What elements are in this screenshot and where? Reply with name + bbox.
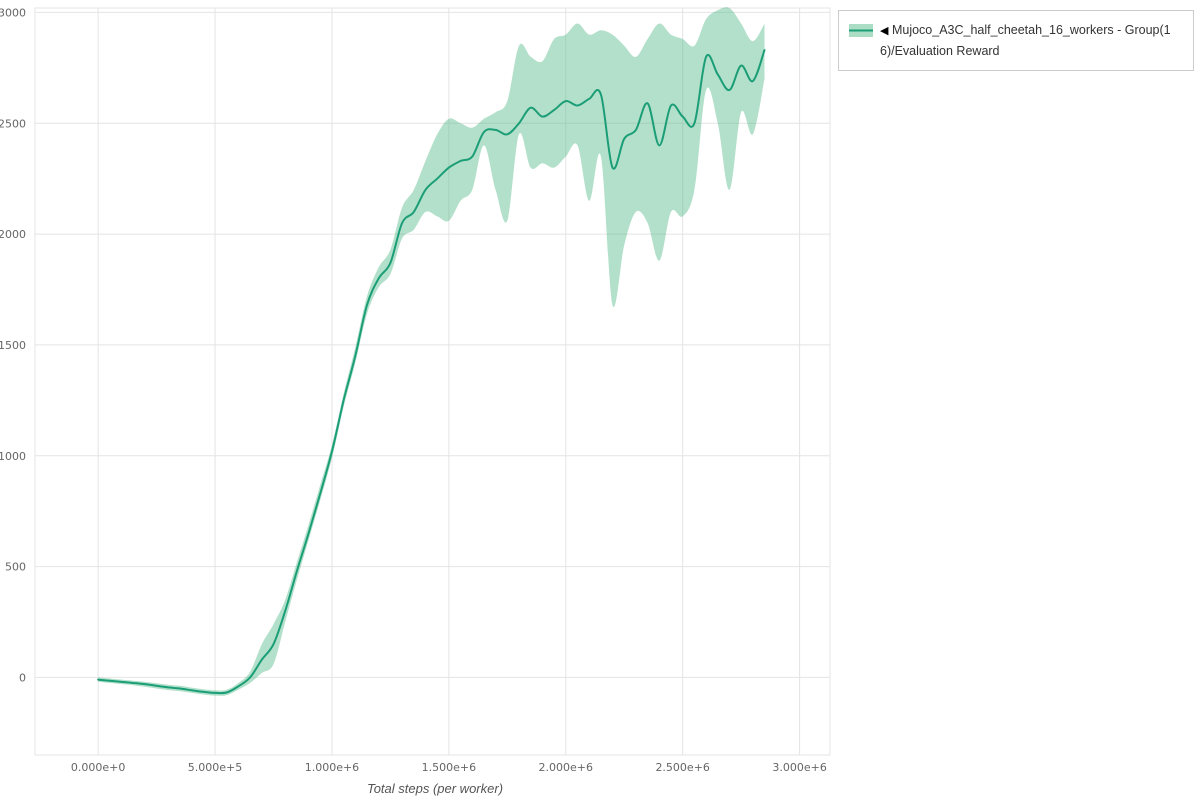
y-tick-label: 2500 (0, 117, 26, 130)
legend-swatch-icon (849, 24, 873, 37)
mean-line (97, 49, 766, 695)
plot-svg: 0.000e+0 5.000e+5 1.000e+6 1.500e+6 2.000e+6… (0, 6, 831, 774)
y-tick-label: 500 (5, 561, 26, 574)
legend-label: ◀ Mujoco_A3C_half_cheetah_16_workers - G… (880, 20, 1183, 61)
x-tick-label: 2.500e+6 (655, 761, 709, 774)
plot-border (34, 7, 831, 756)
collapse-triangle-icon[interactable]: ◀ (880, 25, 889, 37)
x-tick-label: 0.000e+0 (71, 761, 125, 774)
y-tick-label: 1000 (0, 450, 26, 463)
x-tick-label: 3.000e+6 (772, 761, 826, 774)
legend[interactable]: ◀ Mujoco_A3C_half_cheetah_16_workers - G… (838, 10, 1194, 71)
x-tick-label: 5.000e+5 (188, 761, 242, 774)
x-tick-label: 1.500e+6 (422, 761, 476, 774)
y-tick-label: 3000 (0, 6, 26, 19)
y-tick-label: 2000 (0, 228, 26, 241)
x-tick-label: 2.000e+6 (539, 761, 593, 774)
confidence-band (98, 7, 765, 696)
legend-series-name: Mujoco_A3C_half_cheetah_16_workers - Gro… (880, 23, 1171, 58)
y-tick-label: 1500 (0, 339, 26, 352)
x-tick-label: 1.000e+6 (305, 761, 359, 774)
y-tick-label: 0 (19, 671, 26, 684)
x-axis-title: Total steps (per worker) (366, 781, 504, 796)
